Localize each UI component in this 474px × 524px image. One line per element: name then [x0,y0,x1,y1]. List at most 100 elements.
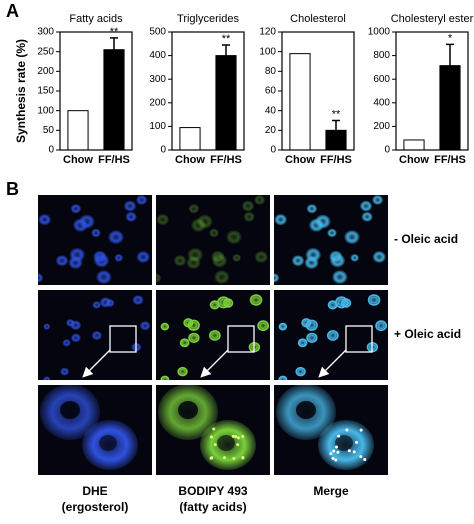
droplet [336,450,340,454]
cell [69,247,85,262]
cell [375,321,387,331]
droplet [210,456,214,460]
cell-ring [335,296,349,309]
cell [156,273,162,283]
cell [188,204,200,214]
cell-ring [177,366,188,377]
droplet [352,450,356,454]
nucleus [178,401,198,419]
y-tick-label: 400 [149,50,166,61]
droplet [335,445,339,449]
micrograph [38,290,152,380]
cell [173,255,187,267]
cell [335,297,348,308]
column-detail: (fatty acids) [179,500,246,514]
cell-ring [306,332,318,344]
cell [328,301,337,309]
bar [325,129,347,151]
x-tick-label: FF/HS [320,154,352,166]
cell [91,228,101,238]
micrograph [274,290,388,380]
y-tick-label: 100 [259,46,276,57]
cell-ring [295,366,306,377]
cell [178,367,187,376]
micrograph [156,195,270,285]
nucleus [296,401,316,419]
panel-label: A [6,1,19,21]
y-tick-label: 150 [37,86,54,97]
plot-frame [171,31,245,151]
column-label: BODIPY 493 [178,484,247,498]
cell [189,333,199,343]
y-tick-label: 1000 [368,27,391,38]
cell-ring [249,294,263,306]
micrograph [274,385,388,475]
droplet [236,436,240,440]
droplet [222,456,226,460]
cell [306,204,318,214]
droplet [329,452,333,456]
y-tick-label: 100 [37,105,54,116]
column-label: Merge [313,484,349,498]
cell [254,195,266,205]
droplet [332,449,336,453]
y-tick-label: 800 [373,50,390,61]
micrograph [38,385,152,475]
bar [289,53,311,151]
cell [372,195,384,205]
cell [114,254,123,262]
panel-label: B [6,179,19,199]
cell [305,247,321,262]
cell [92,301,101,309]
cell-ring [208,330,221,341]
cell [91,330,102,341]
droplet [236,443,240,447]
plot-frame [59,31,133,151]
y-tick-label: 60 [265,86,277,97]
cell-ring [160,322,170,331]
cell [79,214,95,229]
cell [243,211,255,222]
cell [359,200,373,212]
chart-title: Cholesterol [290,13,346,25]
droplet [209,435,213,439]
y-tick-label: 300 [149,74,166,85]
y-tick-label: 400 [373,97,390,108]
cell [307,333,317,343]
droplet [359,428,363,432]
x-tick-label: Chow [63,154,93,166]
y-tick-label: 600 [373,74,390,85]
cell [241,200,255,212]
bar [103,49,125,151]
nucleus [217,435,235,451]
cell-ring [278,322,288,331]
column-label: DHE [82,484,107,498]
cell [257,321,269,331]
droplet [345,428,349,432]
cell [315,214,331,229]
zoom-box [227,325,255,353]
cell [210,301,219,309]
y-tick-label: 300 [37,27,54,38]
row-label: - Oleic acid [394,232,458,246]
cell-ring [179,338,190,348]
cell-ring [187,319,200,331]
cell [209,330,220,341]
y-tick-label: 200 [149,97,166,108]
y-tick-label: 100 [149,121,166,132]
cell [254,251,268,263]
y-tick-label: 200 [37,66,54,77]
cell [332,270,348,284]
cell-ring [375,320,388,332]
x-tick-label: FF/HS [98,154,130,166]
bar [67,110,89,151]
plot-frame [281,31,355,151]
cell [274,273,280,283]
cell [361,211,373,222]
cell-ring [257,320,270,332]
cell [330,253,346,268]
cell [212,253,228,268]
y-tick-label: 200 [373,121,390,132]
cell [43,323,51,330]
